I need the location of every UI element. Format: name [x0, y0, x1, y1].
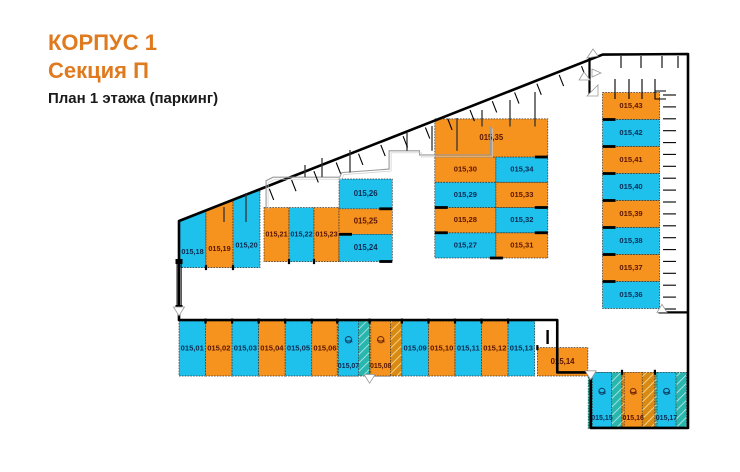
svg-text:015,07: 015,07 [338, 363, 360, 370]
svg-text:015,06: 015,06 [313, 344, 336, 353]
svg-text:015,35: 015,35 [479, 133, 504, 142]
svg-text:015,32: 015,32 [510, 215, 533, 224]
svg-text:015,33: 015,33 [510, 190, 533, 199]
svg-text:015,11: 015,11 [457, 344, 481, 353]
svg-text:015,15: 015,15 [591, 415, 613, 422]
svg-text:015,34: 015,34 [510, 165, 534, 174]
svg-text:015,05: 015,05 [287, 344, 311, 353]
svg-text:015,08: 015,08 [370, 363, 392, 370]
svg-text:015,14: 015,14 [551, 357, 576, 366]
svg-text:015,23: 015,23 [315, 230, 337, 239]
svg-text:015,25: 015,25 [354, 217, 379, 226]
svg-text:015,43: 015,43 [619, 101, 642, 110]
svg-text:015,13: 015,13 [510, 344, 533, 353]
svg-text:015,17: 015,17 [656, 415, 678, 422]
svg-text:015,30: 015,30 [454, 165, 477, 174]
svg-text:015,10: 015,10 [430, 344, 453, 353]
svg-text:015,01: 015,01 [181, 344, 205, 353]
svg-text:015,42: 015,42 [619, 128, 642, 137]
svg-text:015,37: 015,37 [619, 263, 642, 272]
svg-text:015,36: 015,36 [619, 290, 642, 299]
svg-text:015,31: 015,31 [510, 240, 534, 249]
svg-text:015,12: 015,12 [483, 344, 506, 353]
svg-text:015,40: 015,40 [619, 182, 642, 191]
svg-text:015,38: 015,38 [619, 236, 642, 245]
svg-text:015,02: 015,02 [207, 344, 230, 353]
svg-text:015,09: 015,09 [404, 344, 427, 353]
svg-text:015,28: 015,28 [454, 215, 477, 224]
svg-text:015,22: 015,22 [290, 230, 312, 239]
svg-text:015,24: 015,24 [354, 243, 379, 252]
svg-text:015,29: 015,29 [454, 190, 477, 199]
svg-text:015,26: 015,26 [354, 189, 379, 198]
svg-text:015,19: 015,19 [208, 244, 230, 253]
svg-text:015,18: 015,18 [181, 247, 203, 256]
svg-text:015,39: 015,39 [619, 209, 642, 218]
svg-text:015,16: 015,16 [622, 415, 644, 422]
svg-text:015,03: 015,03 [234, 344, 257, 353]
svg-text:015,20: 015,20 [235, 241, 257, 250]
svg-text:015,27: 015,27 [454, 240, 477, 249]
svg-text:015,21: 015,21 [265, 230, 287, 239]
svg-text:015,41: 015,41 [619, 155, 643, 164]
svg-text:015,04: 015,04 [260, 344, 284, 353]
